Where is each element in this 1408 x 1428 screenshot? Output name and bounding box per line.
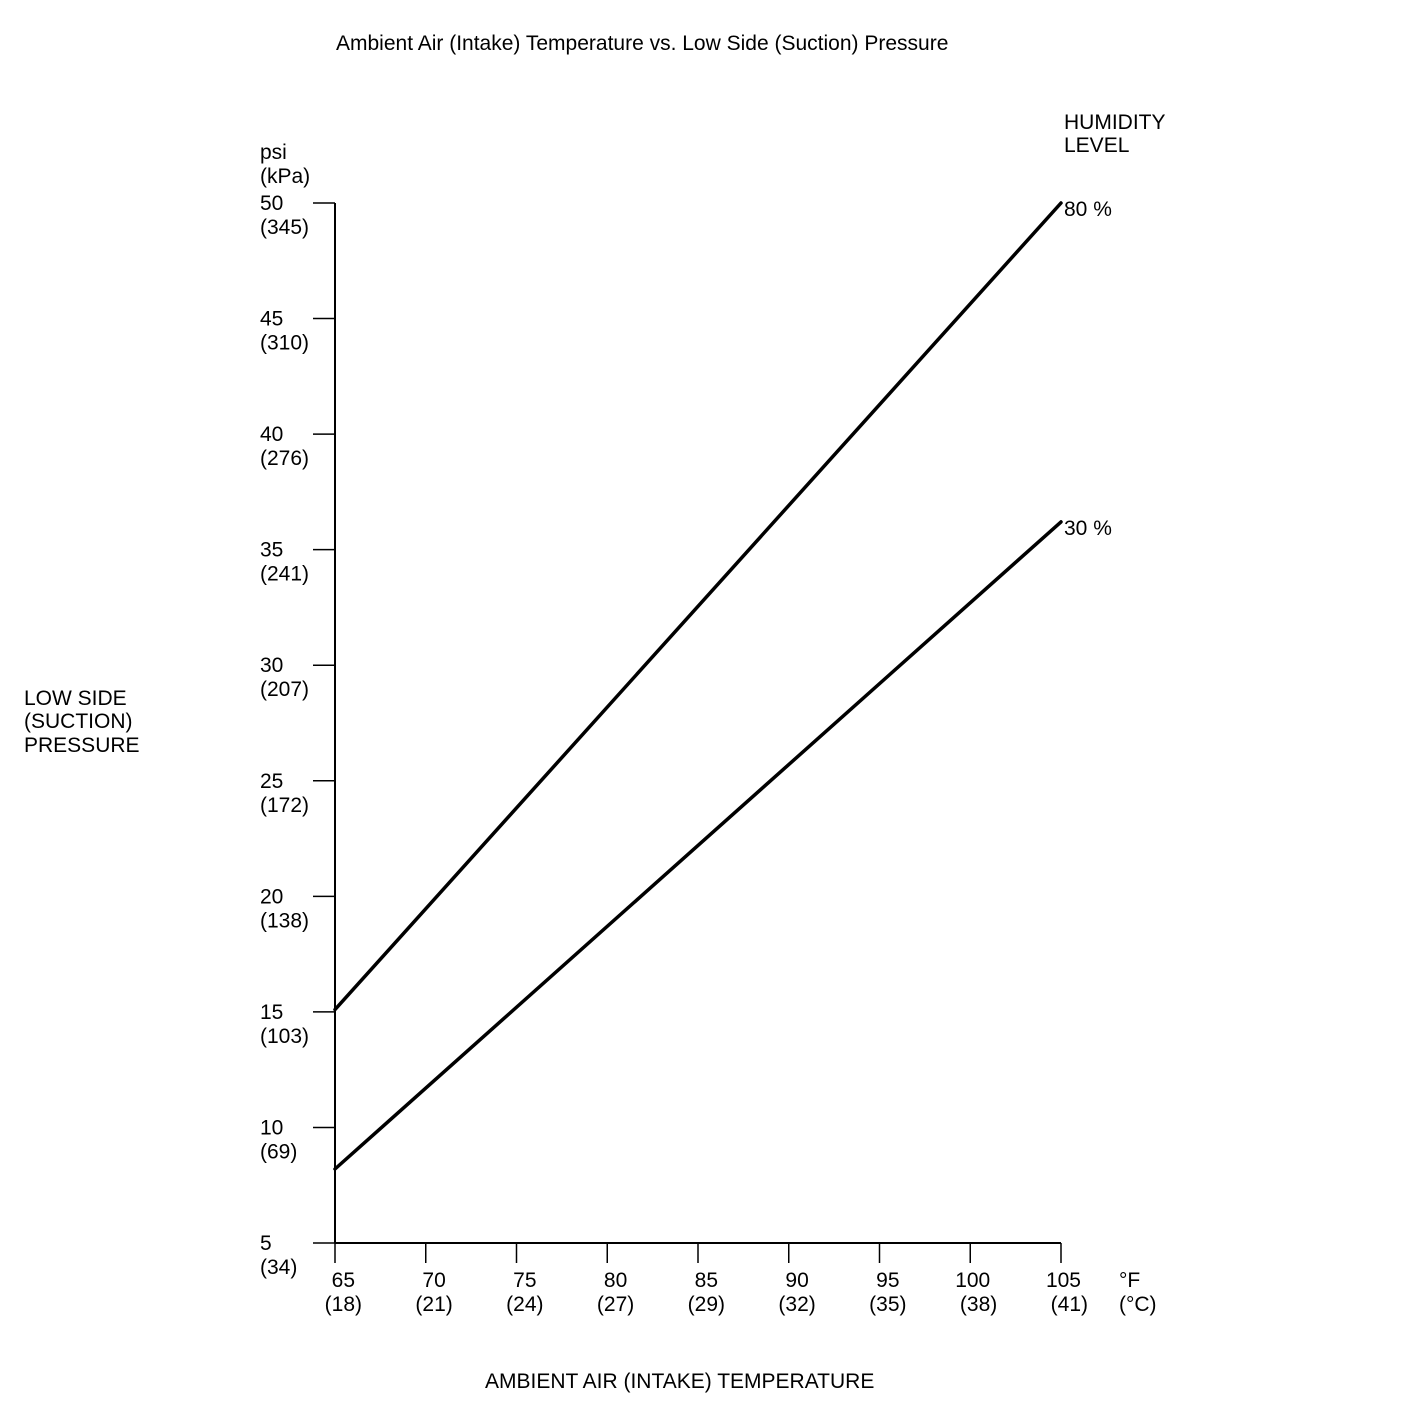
x-tick-sublabel: (38) [960, 1293, 997, 1316]
series-label: 30 % [1064, 517, 1112, 540]
legend-title-line-1: HUMIDITY [1064, 111, 1166, 134]
x-tick-sublabel: (27) [597, 1293, 634, 1316]
y-tick-label: 15 [260, 1001, 283, 1024]
y-tick-sublabel: (103) [260, 1025, 309, 1048]
y-tick-sublabel: (345) [260, 216, 309, 239]
x-axis-label: AMBIENT AIR (INTAKE) TEMPERATURE [485, 1370, 874, 1393]
y-axis-label-line-2: (SUCTION) [24, 710, 133, 733]
y-tick-sublabel: (276) [260, 447, 309, 470]
series-line-30 [333, 520, 1063, 1171]
x-ticks: 65(18)70(21)75(24)80(27)85(29)90(32)95(3… [325, 1243, 1088, 1316]
legend-title-line-2: LEVEL [1064, 134, 1129, 157]
y-tick-sublabel: (138) [260, 909, 309, 932]
x-tick-label: 105 [1046, 1269, 1081, 1292]
x-tick-label: 70 [422, 1269, 445, 1292]
x-tick-label: 75 [513, 1269, 536, 1292]
series-line-80 [333, 201, 1063, 1012]
x-unit-line-1: °F [1119, 1269, 1140, 1292]
series-label: 80 % [1064, 198, 1112, 221]
x-tick-label: 65 [332, 1269, 355, 1292]
x-tick-sublabel: (32) [778, 1293, 815, 1316]
x-tick-label: 85 [695, 1269, 718, 1292]
x-tick-sublabel: (35) [869, 1293, 906, 1316]
y-tick-label: 50 [260, 192, 283, 215]
y-tick-label: 5 [260, 1232, 272, 1255]
y-tick-sublabel: (241) [260, 563, 309, 586]
x-tick-label: 90 [785, 1269, 808, 1292]
y-unit-line-1: psi [260, 141, 287, 164]
y-tick-sublabel: (172) [260, 794, 309, 817]
x-tick-sublabel: (24) [506, 1293, 543, 1316]
y-unit-line-2: (kPa) [260, 165, 310, 188]
x-tick-sublabel: (41) [1051, 1293, 1088, 1316]
x-tick-sublabel: (29) [688, 1293, 725, 1316]
y-tick-sublabel: (69) [260, 1140, 297, 1163]
y-tick-label: 40 [260, 423, 283, 446]
y-tick-label: 30 [260, 654, 283, 677]
x-tick-sublabel: (21) [415, 1293, 452, 1316]
y-ticks: 5(34) 10(69) 15(103) 20(138) 25(172) 30(207) 3… [260, 192, 335, 1279]
series-group: 80 % 30 % [333, 198, 1112, 1171]
y-axis-label-line-3: PRESSURE [24, 734, 140, 757]
x-tick-sublabel: (18) [325, 1293, 362, 1316]
y-tick-label: 20 [260, 885, 283, 908]
y-tick-label: 45 [260, 308, 283, 331]
y-axis-label-line-1: LOW SIDE [24, 687, 127, 710]
y-tick-label: 35 [260, 539, 283, 562]
y-tick-label: 25 [260, 770, 283, 793]
x-tick-label: 95 [876, 1269, 899, 1292]
chart-title: Ambient Air (Intake) Temperature vs. Low… [336, 32, 948, 55]
y-tick-sublabel: (34) [260, 1256, 297, 1279]
y-tick-label: 10 [260, 1116, 283, 1139]
y-tick-sublabel: (310) [260, 332, 309, 355]
x-unit-line-2: (°C) [1119, 1293, 1157, 1316]
x-tick-label: 80 [604, 1269, 627, 1292]
x-tick-label: 100 [955, 1269, 990, 1292]
y-tick-sublabel: (207) [260, 678, 309, 701]
